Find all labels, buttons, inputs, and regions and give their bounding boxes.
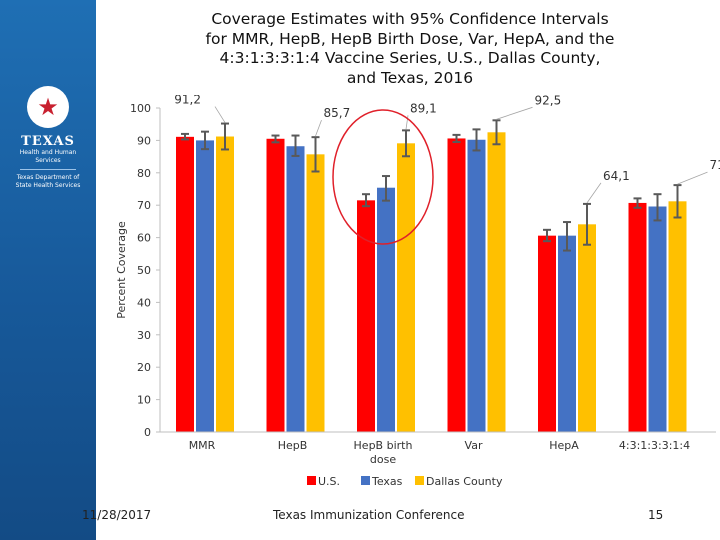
data-label: 71,2 [710,158,720,172]
y-axis-label: Percent Coverage [115,221,128,319]
annotation-circle [332,109,434,245]
bar-u-s [538,235,556,432]
chart-title-line: Coverage Estimates with 95% Confidence I… [211,10,609,28]
legend-label: Texas [371,475,403,488]
data-label-leader [677,171,708,185]
footer-conference: Texas Immunization Conference [273,508,465,522]
data-label-leader [214,106,226,123]
bar-texas [286,146,305,432]
x-category-label: HepB [278,439,308,452]
y-tick-label: 10 [137,394,151,407]
logo-dshs-line: Texas Department of State Health Service… [15,174,81,189]
y-tick-label: 100 [130,102,151,115]
y-tick-label: 40 [137,296,151,309]
bar-u-s [357,200,375,432]
y-tick-label: 70 [137,199,151,212]
footer-date: 11/28/2017 [82,508,152,522]
y-tick-label: 20 [137,361,151,374]
legend-swatch [307,476,316,485]
bar-dallas-county [306,154,325,432]
y-tick-label: 50 [137,264,151,277]
sidebar-panel: ★ TEXAS Health and Human Services Texas … [0,0,96,540]
bar-texas [196,140,214,432]
bar-u-s [176,136,194,432]
chart-title: Coverage Estimates with 95% Confidence I… [150,10,670,88]
data-label-leader [496,106,533,120]
bar-u-s [447,138,466,432]
data-label: 89,1 [410,101,437,115]
chart-title-line: and Texas, 2016 [346,68,474,87]
x-category-label: HepB birth [354,439,413,452]
data-label: 85,7 [324,106,351,120]
y-tick-label: 80 [137,167,151,180]
footer-page-number: 15 [648,508,664,522]
star-seal-icon: ★ [27,86,69,128]
bar-dallas-county [578,224,596,432]
data-label-leader [586,182,602,204]
logo-hhs-line: Health and Human Services [19,149,77,164]
x-category-label: 4:3:1:3:3:1:4 [619,439,690,452]
bar-u-s [628,202,647,432]
x-category-label: MMR [189,439,216,452]
y-tick-label: 30 [137,329,151,342]
legend-swatch [361,476,370,485]
data-label: 64,1 [603,169,630,183]
bar-chart: 0 10 20 30 40 50 60 70 80 90 100 Percent Coverage MM… [115,95,720,488]
data-label: 92,5 [535,95,562,107]
logo-texas: TEXAS [21,134,75,149]
chart-title-line: 4:3:1:3:3:1:4 Vaccine Series, U.S., Dall… [219,49,601,67]
texas-hhs-logo: ★ TEXAS Health and Human Services Texas … [14,86,82,190]
data-label: 91,2 [174,95,201,107]
bar-dallas-county [397,143,415,432]
legend-label: U.S. [318,475,340,488]
logo-divider [20,169,76,170]
bar-texas [648,206,667,432]
bar-dallas-county [216,136,234,432]
x-category-label: Var [465,439,483,452]
legend-label: Dallas County [426,475,503,488]
bar-texas [467,139,486,432]
bar-dallas-county [487,132,506,433]
y-tick-label: 90 [137,134,151,147]
y-tick-label: 60 [137,232,151,245]
bar-u-s [266,138,285,432]
x-category-label: HepA [549,439,579,452]
bar-texas [377,187,395,432]
legend-swatch [415,476,424,485]
x-category-label: dose [370,453,396,466]
bar-dallas-county [668,201,687,432]
bar-texas [558,235,576,432]
y-tick-label: 0 [144,426,151,439]
chart-title-line: for MMR, HepB, HepB Birth Dose, Var, Hep… [205,29,615,48]
data-label-leader [315,120,322,137]
